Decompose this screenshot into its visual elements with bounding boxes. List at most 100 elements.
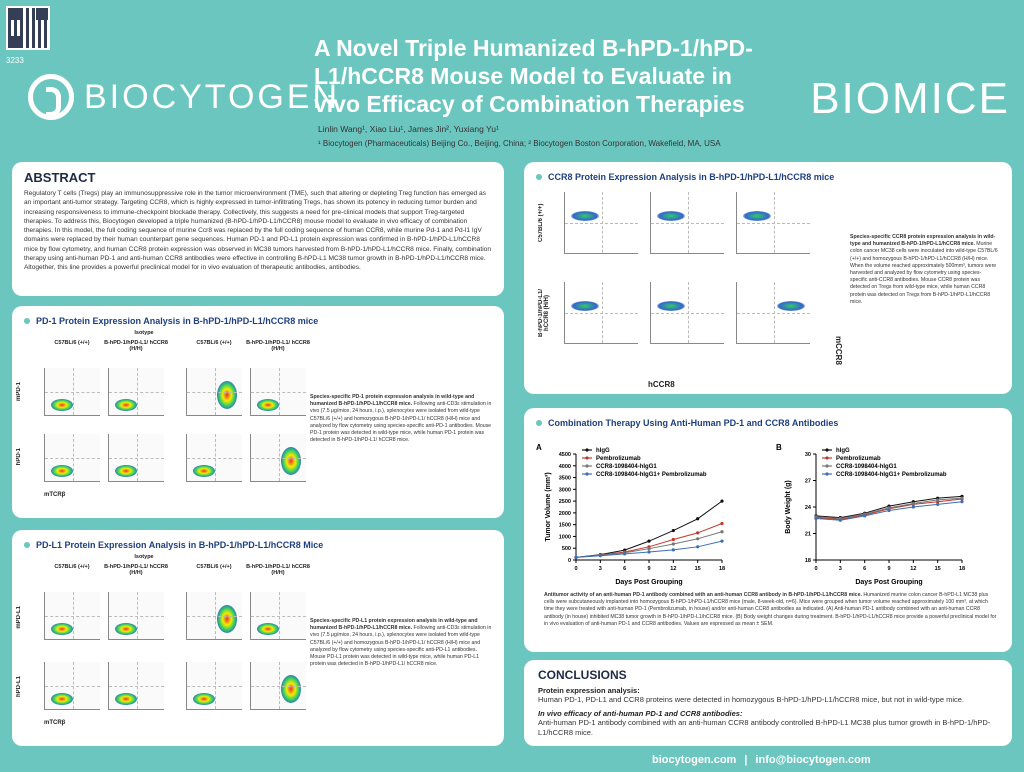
conclusions-panel: CONCLUSIONS Protein expression analysis:…: [524, 660, 1012, 746]
legend-label: hIgG: [836, 448, 850, 454]
bullet-icon: [24, 318, 30, 324]
row-label: hPD-L1: [16, 676, 22, 697]
legend-label: CCR8-1098404-hIgG1+ Pembrolizumab: [596, 472, 707, 478]
y-tick-label: 4000: [559, 464, 571, 470]
y-tick-label: 1500: [559, 523, 571, 529]
facs-plot: [736, 192, 810, 254]
bullet-icon: [24, 542, 30, 548]
data-point: [887, 506, 891, 510]
pd1-heading: PD-1 Protein Expression Analysis in B-hP…: [24, 316, 492, 326]
facs-plot: [186, 434, 242, 482]
row-label: B-hPD-1/hPD-L1/ hCCR8 (H/H): [538, 289, 550, 337]
data-point: [911, 505, 915, 509]
abstract-panel: ABSTRACT Regulatory T cells (Tregs) play…: [12, 162, 504, 296]
legend-marker: [825, 472, 829, 476]
y-axis-label: Tumor Volume (mm³): [545, 472, 552, 541]
data-point: [574, 555, 578, 560]
x-tick-label: 9: [887, 566, 890, 572]
panel-label: A: [536, 443, 542, 452]
facs-plot: [186, 662, 242, 710]
data-point: [863, 514, 867, 518]
x-axis-label: mTCRβ: [44, 492, 66, 498]
biomice-logo: BIOMICE: [810, 74, 1010, 123]
y-tick-label: 1000: [559, 534, 571, 540]
facs-plot: [108, 368, 164, 416]
column-header: C57BL/6 (+/+): [196, 340, 232, 346]
cell-population: [571, 301, 599, 311]
x-tick-label: 12: [910, 566, 916, 572]
conclusion-1-heading: Protein expression analysis:: [538, 686, 640, 695]
y-tick-label: 3000: [559, 487, 571, 493]
pd1-facs-grid: Isotype C57BL/6 (+/+) B-hPD-1/hPD-L1/ hCCR…: [16, 330, 310, 514]
legend-label: hIgG: [596, 448, 610, 454]
data-point: [696, 517, 700, 521]
combo-panel: Combination Therapy Using Anti-Human PD-…: [524, 408, 1012, 652]
x-tick-label: 3: [599, 566, 602, 572]
pd1-panel: PD-1 Protein Expression Analysis in B-hP…: [12, 306, 504, 518]
ccr8-heading: CCR8 Protein Expression Analysis in B-hP…: [536, 172, 1000, 182]
cell-population: [257, 399, 279, 411]
tumor-volume-chart: A 0 500 1000 1500 2000 2500 3000 3500 4000 4500 0 3 6…: [532, 442, 764, 588]
column-header: B-hPD-1/hPD-L1/ hCCR8 (H/H): [246, 340, 310, 352]
column-header: B-hPD-1/hPD-L1/ hCCR8 (H/H): [246, 564, 310, 576]
pdl1-heading: PD-L1 Protein Expression Analysis in B-h…: [24, 540, 492, 550]
affiliations: ¹ Biocytogen (Pharmaceuticals) Beijing C…: [318, 139, 721, 148]
data-point: [720, 539, 724, 543]
cell-population: [217, 381, 237, 409]
facs-plot: [250, 592, 306, 640]
data-point: [720, 530, 724, 534]
facs-plot: [108, 592, 164, 640]
cell-population: [193, 465, 215, 477]
email-link[interactable]: info@biocytogen.com: [755, 754, 871, 766]
website-link[interactable]: biocytogen.com: [652, 754, 737, 766]
data-point: [936, 498, 940, 502]
x-axis-label: Days Post Grouping: [615, 579, 682, 586]
qr-code[interactable]: [6, 6, 50, 50]
ccr8-panel: CCR8 Protein Expression Analysis in B-hP…: [524, 162, 1012, 394]
facs-plot: [250, 368, 306, 416]
data-point: [671, 542, 675, 546]
legend-marker: [585, 464, 589, 468]
y-axis-label: mCCR8: [834, 336, 843, 365]
cell-population: [777, 301, 805, 311]
poster-id: 3233: [6, 56, 24, 65]
cell-population: [115, 399, 137, 411]
y-tick-label: 500: [562, 546, 571, 552]
legend-marker: [585, 448, 589, 452]
data-point: [696, 531, 700, 535]
y-tick-label: 24: [805, 505, 812, 511]
isotype-label: Isotype: [134, 330, 154, 336]
y-tick-label: 4500: [559, 452, 571, 458]
facs-plot: [108, 662, 164, 710]
y-tick-label: 0: [568, 558, 571, 564]
x-axis-label: mTCRβ: [44, 720, 66, 726]
combo-caption: Antitumor activity of an anti-human PD-1…: [544, 592, 997, 627]
cell-population: [257, 623, 279, 635]
facs-plot: [186, 368, 242, 416]
footer: biocytogen.com | info@biocytogen.com: [652, 754, 871, 766]
biocytogen-logo: BIOCYTOGEN: [28, 74, 340, 120]
column-header: B-hPD-1/hPD-L1/ hCCR8 (H/H): [104, 340, 168, 352]
y-tick-label: 30: [805, 452, 811, 458]
cell-population: [115, 465, 137, 477]
data-point: [696, 537, 700, 541]
column-header: B-hPD-1/hPD-L1/ hCCR8 (H/H): [104, 564, 168, 576]
data-point: [911, 501, 915, 506]
x-tick-label: 3: [839, 566, 842, 572]
cell-population: [743, 211, 771, 221]
row-label: mPD-1: [16, 382, 22, 402]
footer-separator: |: [744, 754, 748, 766]
x-tick-label: 15: [695, 566, 701, 572]
legend-marker: [585, 456, 589, 460]
data-point: [838, 518, 842, 522]
y-tick-label: 21: [805, 532, 811, 538]
legend-label: Pembrolizumab: [836, 456, 881, 462]
x-tick-label: 0: [814, 566, 817, 572]
facs-plot: [650, 282, 724, 344]
cell-population: [281, 675, 301, 703]
data-point: [887, 508, 891, 513]
x-axis-label: Days Post Grouping: [855, 579, 922, 586]
bullet-icon: [536, 174, 542, 180]
cell-population: [51, 399, 73, 411]
data-point: [720, 521, 724, 526]
